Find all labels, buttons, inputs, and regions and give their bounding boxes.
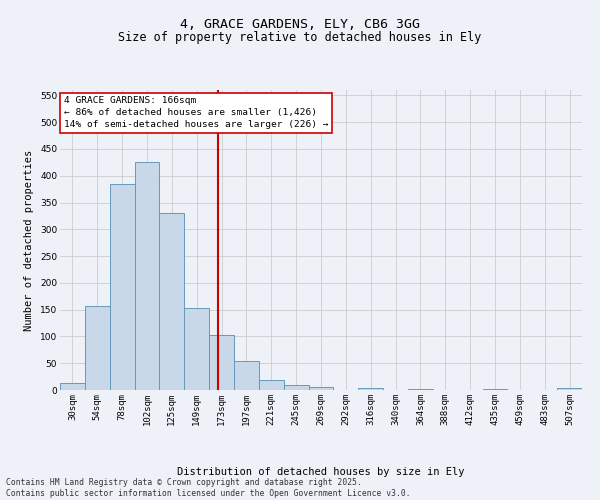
Bar bbox=[160, 213, 184, 390]
X-axis label: Distribution of detached houses by size in Ely: Distribution of detached houses by size … bbox=[177, 466, 465, 476]
Bar bbox=[85, 306, 110, 390]
Bar bbox=[408, 389, 433, 390]
Bar bbox=[557, 388, 582, 390]
Bar bbox=[259, 380, 284, 390]
Bar bbox=[234, 360, 259, 390]
Bar bbox=[134, 162, 160, 390]
Bar bbox=[308, 388, 334, 390]
Y-axis label: Number of detached properties: Number of detached properties bbox=[25, 150, 34, 330]
Bar bbox=[110, 184, 134, 390]
Text: 4 GRACE GARDENS: 166sqm
← 86% of detached houses are smaller (1,426)
14% of semi: 4 GRACE GARDENS: 166sqm ← 86% of detache… bbox=[64, 96, 328, 129]
Bar bbox=[284, 384, 308, 390]
Bar bbox=[358, 388, 383, 390]
Bar bbox=[209, 335, 234, 390]
Bar bbox=[60, 383, 85, 390]
Text: Contains HM Land Registry data © Crown copyright and database right 2025.
Contai: Contains HM Land Registry data © Crown c… bbox=[6, 478, 410, 498]
Text: Size of property relative to detached houses in Ely: Size of property relative to detached ho… bbox=[118, 31, 482, 44]
Text: 4, GRACE GARDENS, ELY, CB6 3GG: 4, GRACE GARDENS, ELY, CB6 3GG bbox=[180, 18, 420, 30]
Bar bbox=[184, 308, 209, 390]
